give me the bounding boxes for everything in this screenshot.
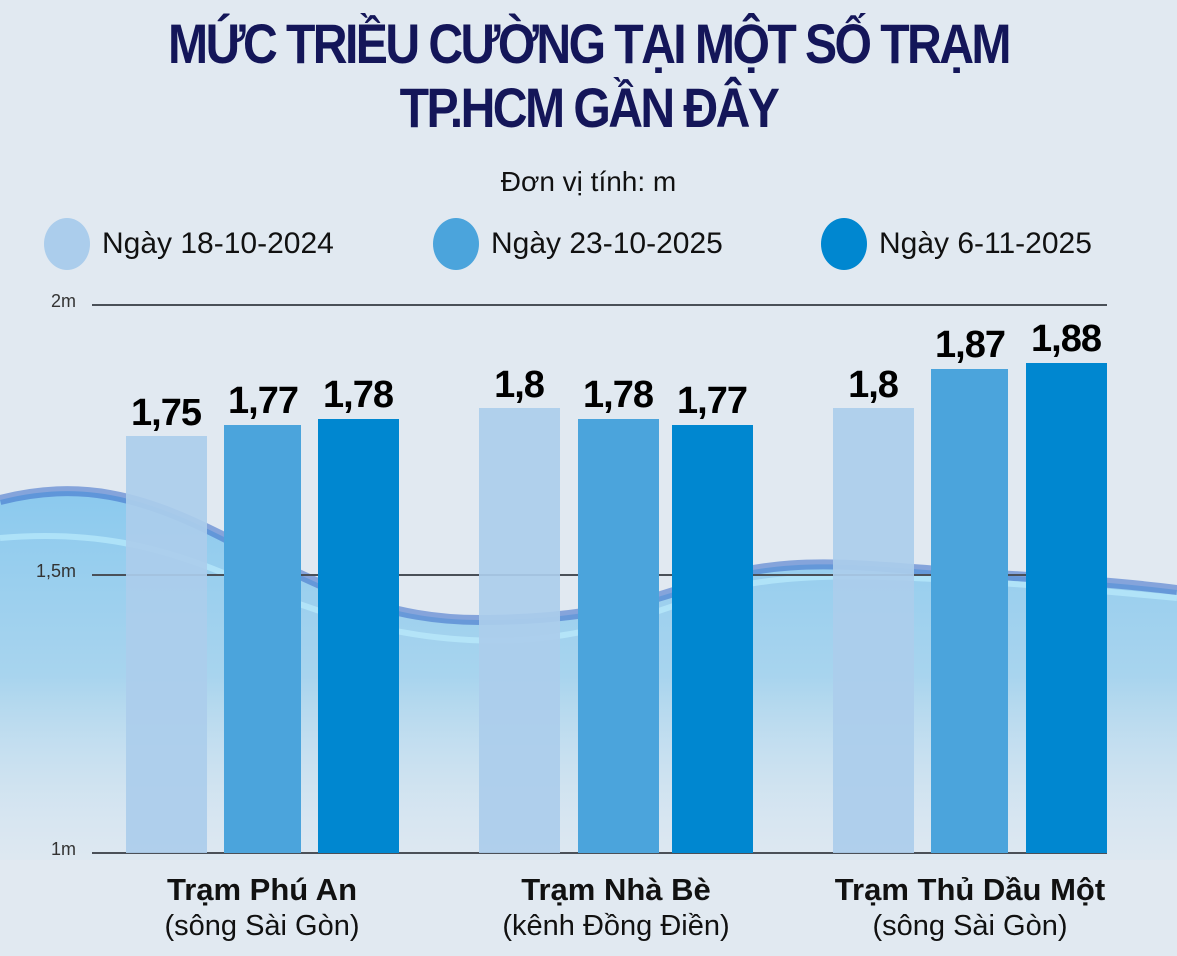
legend: Ngày 18-10-2024 Ngày 23-10-2025 Ngày 6-1… bbox=[0, 218, 1177, 270]
category-name: Trạm Phú An bbox=[166, 872, 358, 907]
bar-nha-be-2025-11-06 bbox=[672, 425, 753, 853]
gridline-1m bbox=[92, 852, 1107, 854]
bar-value-label: 1,8 bbox=[494, 364, 545, 406]
y-tick-2m: 2m bbox=[50, 291, 76, 311]
category-thu-dau-mot: Trạm Thủ Dầu Một (sông Sài Gòn) bbox=[790, 872, 1150, 944]
category-name: Trạm Thủ Dầu Một bbox=[834, 872, 1106, 907]
bar-value-label: 1,87 bbox=[935, 324, 1006, 366]
bar-value-label: 1,75 bbox=[131, 392, 202, 434]
gridline-2m bbox=[92, 304, 1107, 306]
legend-item-2025-11-06: Ngày 6-11-2025 bbox=[821, 218, 1092, 270]
bar-value-label: 1,88 bbox=[1031, 318, 1102, 360]
bar-value-label: 1,77 bbox=[677, 380, 748, 422]
unit-label: Đơn vị tính: m bbox=[500, 166, 677, 197]
bar-value-label: 1,78 bbox=[323, 374, 394, 416]
legend-dot-icon bbox=[44, 218, 90, 270]
legend-item-2025-10-23: Ngày 23-10-2025 bbox=[433, 218, 723, 270]
legend-dot-icon bbox=[433, 218, 479, 270]
title-line-2: TP.HCM GẦN ĐÂY bbox=[399, 76, 780, 139]
bar-value-label: 1,8 bbox=[848, 364, 899, 406]
category-subtitle: (sông Sài Gòn) bbox=[164, 910, 360, 942]
category-name: Trạm Nhà Bè bbox=[521, 872, 711, 907]
bar-thu-dau-mot-2024-10-18 bbox=[833, 408, 914, 853]
category-subtitle: (kênh Đồng Điền) bbox=[502, 910, 730, 942]
legend-label: Ngày 18-10-2024 bbox=[102, 227, 334, 260]
bar-thu-dau-mot-2025-10-23 bbox=[931, 369, 1008, 853]
bar-phu-an-2025-11-06 bbox=[318, 419, 399, 853]
title-line-1: MỨC TRIỀU CƯỜNG TẠI MỘT SỐ TRẠM bbox=[168, 12, 1012, 75]
bar-phu-an-2024-10-18 bbox=[126, 436, 207, 853]
legend-label: Ngày 23-10-2025 bbox=[491, 227, 723, 260]
bar-nha-be-2024-10-18 bbox=[479, 408, 560, 853]
bar-value-label: 1,78 bbox=[583, 374, 654, 416]
bar-value-label: 1,77 bbox=[228, 380, 299, 422]
category-subtitle: (sông Sài Gòn) bbox=[872, 910, 1068, 942]
bar-nha-be-2025-10-23 bbox=[578, 419, 659, 853]
legend-item-2024-10-18: Ngày 18-10-2024 bbox=[44, 218, 334, 270]
bar-thu-dau-mot-2025-11-06 bbox=[1026, 363, 1107, 853]
y-tick-1-5m: 1,5m bbox=[35, 561, 76, 581]
bar-phu-an-2025-10-23 bbox=[224, 425, 301, 853]
category-nha-be: Trạm Nhà Bè (kênh Đồng Điền) bbox=[436, 872, 796, 944]
legend-label: Ngày 6-11-2025 bbox=[879, 227, 1092, 260]
category-phu-an: Trạm Phú An (sông Sài Gòn) bbox=[82, 872, 442, 944]
chart-title: MỨC TRIỀU CƯỜNG TẠI MỘT SỐ TRẠM TP.HCM G… bbox=[82, 12, 1094, 140]
legend-dot-icon bbox=[821, 218, 867, 270]
y-tick-1m: 1m bbox=[50, 839, 76, 859]
